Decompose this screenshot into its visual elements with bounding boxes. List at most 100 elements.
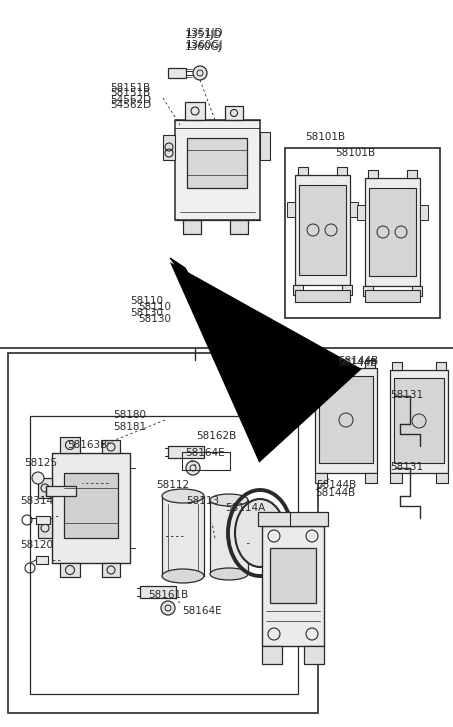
Text: 54562D: 54562D <box>110 95 151 105</box>
Bar <box>185 102 205 120</box>
Bar <box>390 473 402 483</box>
Text: 1351JD: 1351JD <box>185 30 222 40</box>
Bar <box>46 486 76 496</box>
Bar <box>315 368 377 473</box>
Bar <box>319 376 373 463</box>
Bar <box>392 362 402 370</box>
Text: 58144B: 58144B <box>316 480 356 490</box>
Bar <box>436 473 448 483</box>
Bar <box>357 205 365 220</box>
Text: 58120: 58120 <box>20 540 53 550</box>
Bar <box>304 646 324 664</box>
Text: 58181: 58181 <box>113 422 146 432</box>
Text: 58144B: 58144B <box>315 488 355 498</box>
Bar <box>225 106 243 120</box>
Bar <box>168 68 186 78</box>
Text: 58101B: 58101B <box>305 132 345 142</box>
Text: 58314: 58314 <box>20 496 53 506</box>
Bar <box>102 440 120 453</box>
Bar <box>436 362 446 370</box>
Text: 58151B: 58151B <box>110 88 150 98</box>
Bar <box>298 167 308 175</box>
Bar <box>317 360 327 368</box>
Bar <box>365 290 420 302</box>
Bar <box>60 437 80 453</box>
Ellipse shape <box>210 494 248 506</box>
Bar <box>210 500 248 574</box>
Bar <box>337 167 347 175</box>
Circle shape <box>32 472 44 484</box>
Text: 54562D: 54562D <box>110 100 151 110</box>
Text: 58162B: 58162B <box>196 431 236 441</box>
Text: 58125: 58125 <box>24 458 57 468</box>
Bar <box>270 548 316 603</box>
Bar <box>262 646 282 664</box>
Text: 58101B: 58101B <box>335 148 375 158</box>
Bar <box>182 452 230 470</box>
Polygon shape <box>170 258 202 298</box>
Bar <box>342 285 352 295</box>
Circle shape <box>193 66 207 80</box>
Bar <box>262 526 324 646</box>
Bar <box>315 473 327 483</box>
Text: 58163B: 58163B <box>67 440 107 450</box>
Bar <box>295 175 350 285</box>
Bar <box>420 205 428 220</box>
Bar <box>52 453 130 563</box>
Text: 58164E: 58164E <box>182 606 222 616</box>
Bar <box>140 586 176 598</box>
Bar <box>365 473 377 483</box>
Bar <box>299 185 346 275</box>
Bar <box>187 138 247 188</box>
Bar <box>369 188 416 276</box>
Bar <box>368 170 378 178</box>
Bar <box>64 473 118 538</box>
Bar <box>363 286 373 296</box>
Text: 1351JD: 1351JD <box>186 28 223 38</box>
Bar <box>394 378 444 463</box>
Ellipse shape <box>210 568 248 580</box>
Text: 58180: 58180 <box>113 410 146 420</box>
Bar <box>390 370 448 473</box>
Bar <box>36 556 48 564</box>
Circle shape <box>186 461 200 475</box>
Bar <box>175 120 260 220</box>
Text: 1360GJ: 1360GJ <box>185 42 222 52</box>
Bar <box>168 446 204 458</box>
Bar <box>287 202 295 217</box>
Text: 1360GJ: 1360GJ <box>186 40 223 50</box>
Ellipse shape <box>235 499 285 567</box>
Text: 58131: 58131 <box>390 462 423 472</box>
Text: 58112: 58112 <box>156 480 189 490</box>
Bar <box>60 563 80 577</box>
Bar <box>36 516 50 524</box>
Text: 58144B: 58144B <box>338 356 378 366</box>
Bar <box>260 132 270 160</box>
Ellipse shape <box>162 489 204 503</box>
Text: 58164E: 58164E <box>185 448 225 458</box>
Text: 58130: 58130 <box>139 314 172 324</box>
Bar <box>407 170 417 178</box>
Circle shape <box>161 601 175 615</box>
Text: 58110: 58110 <box>139 302 172 312</box>
Bar <box>162 496 204 576</box>
Bar <box>365 360 375 368</box>
Text: 58144B: 58144B <box>337 358 377 368</box>
Bar <box>285 148 440 318</box>
Bar <box>38 518 52 538</box>
Text: 58110: 58110 <box>130 296 164 306</box>
Bar <box>230 220 248 234</box>
Bar <box>293 285 303 295</box>
Bar <box>258 512 328 526</box>
Bar <box>365 178 420 286</box>
Text: 58114A: 58114A <box>225 503 265 513</box>
Bar <box>102 563 120 577</box>
Bar <box>295 290 350 302</box>
Text: 58113: 58113 <box>186 496 219 506</box>
Text: 58151B: 58151B <box>110 83 150 93</box>
Bar <box>8 353 318 713</box>
Text: 58131: 58131 <box>390 390 423 400</box>
Bar <box>183 220 201 234</box>
Bar <box>38 478 52 498</box>
Bar <box>30 416 298 694</box>
